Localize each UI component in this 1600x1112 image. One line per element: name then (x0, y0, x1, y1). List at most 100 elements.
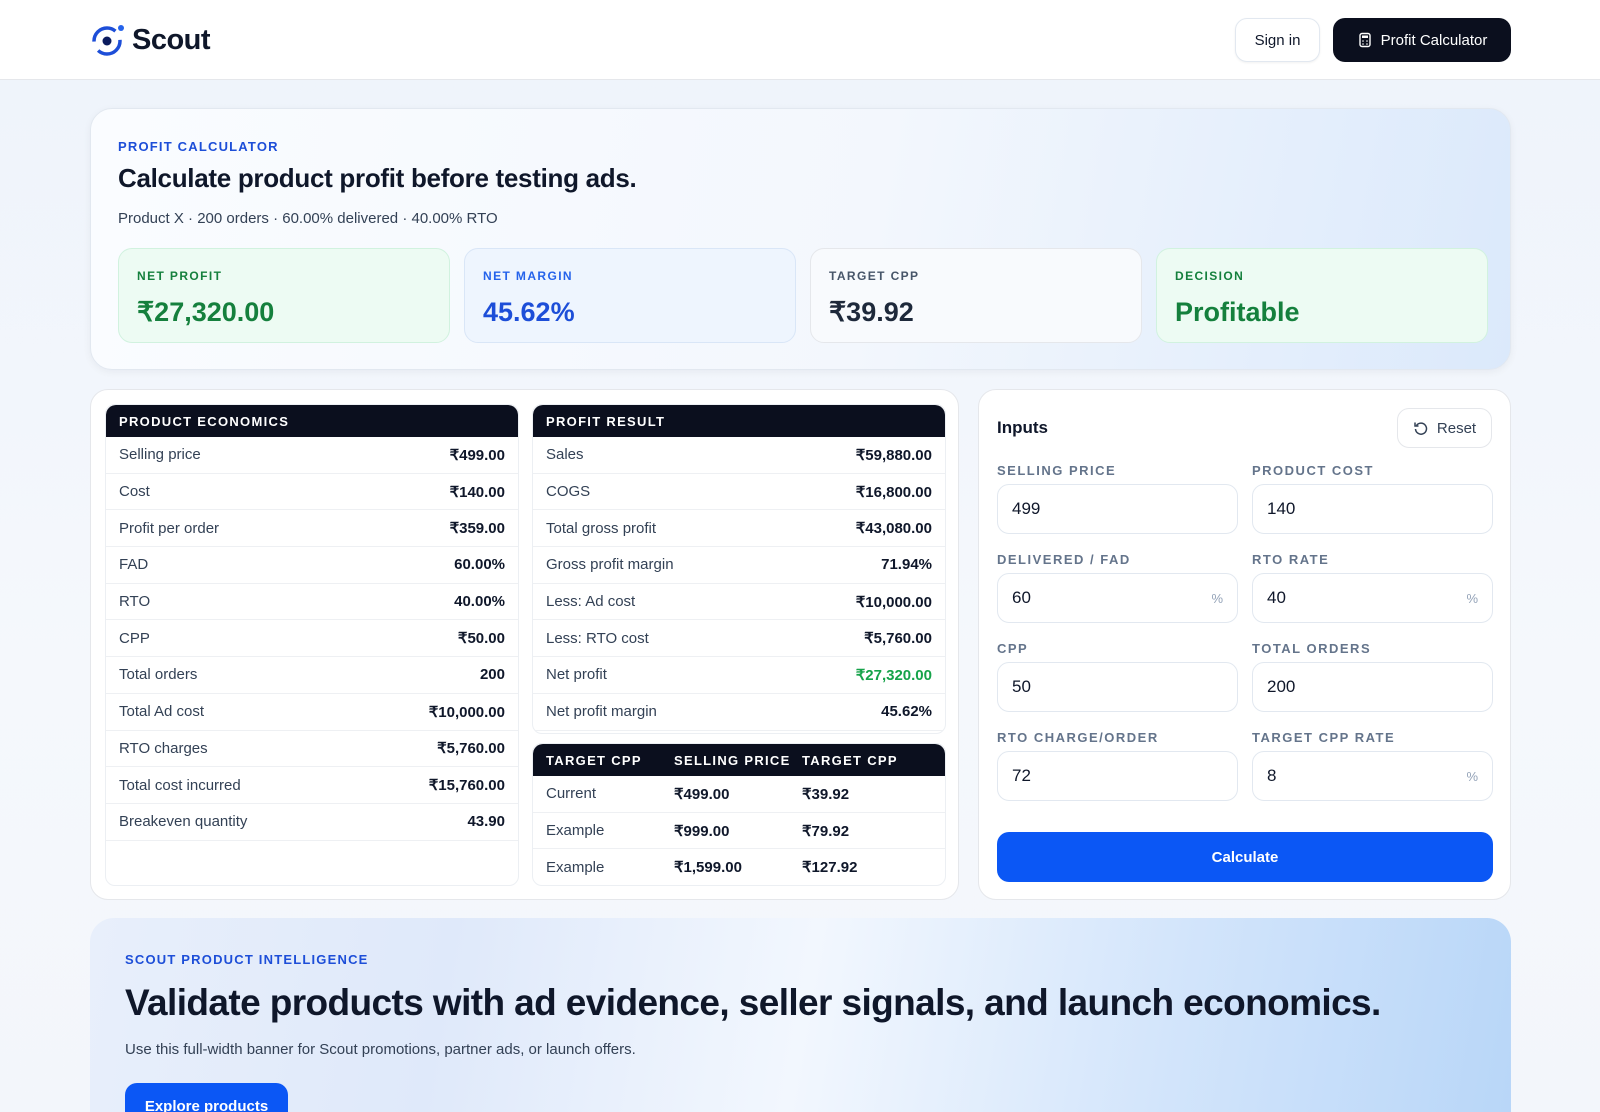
stat-value: ₹27,320.00 (137, 297, 275, 327)
stat-card: TARGET CPP ₹39.92 (810, 248, 1142, 343)
economics-table: PRODUCT ECONOMICS Selling price ₹499.00 Co… (105, 404, 519, 886)
column-header: TARGET CPP (802, 752, 898, 768)
table-row: FAD 60.00% (106, 547, 518, 584)
row-value: ₹359.00 (449, 520, 505, 538)
row-value: 45.62% (881, 703, 932, 721)
row-label: Breakeven quantity (119, 813, 248, 831)
row-label: RTO (119, 593, 151, 611)
row-value: ₹5,760.00 (864, 630, 932, 648)
input-value: 140 (1267, 499, 1296, 518)
text-input[interactable]: 72 (997, 751, 1238, 801)
table-row: Net profit ₹27,320.00 (533, 657, 945, 694)
input-value: 50 (1012, 677, 1031, 696)
hero-eyebrow: PROFIT CALCULATOR (118, 139, 279, 154)
input-unit: % (1466, 768, 1478, 784)
table-header: PRODUCT ECONOMICS (106, 405, 518, 437)
stat-card: NET MARGIN 45.62% (464, 248, 796, 343)
text-input[interactable]: 50 (997, 662, 1238, 712)
row-value: ₹15,760.00 (428, 777, 505, 795)
text-input[interactable]: 499 (997, 484, 1238, 534)
inputs-panel: Inputs Reset SELLING PRICE 499 PRODUCT COS… (978, 389, 1511, 900)
row-label: Profit per order (119, 519, 220, 537)
stat-value: ₹39.92 (829, 297, 914, 327)
table-row: Example ₹999.00 ₹79.92 (533, 813, 945, 850)
text-input[interactable]: 140 (1252, 484, 1493, 534)
cell: Example (546, 822, 605, 840)
cell: Current (546, 785, 597, 803)
row-label: Gross profit margin (546, 556, 674, 574)
input-value: 8 (1267, 766, 1277, 785)
field-label: CPP (997, 641, 1029, 656)
table-row: Less: RTO cost ₹5,760.00 (533, 620, 945, 658)
row-label: Total Ad cost (119, 703, 205, 721)
row-value: ₹5,760.00 (437, 740, 505, 758)
text-input[interactable]: 40% (1252, 573, 1493, 623)
row-value: 71.94% (881, 556, 932, 574)
table-row: CPP ₹50.00 (106, 620, 518, 658)
profit-calculator-button[interactable]: Profit Calculator (1333, 18, 1511, 62)
row-value: 200 (479, 666, 505, 684)
field-label: TOTAL ORDERS (1252, 641, 1372, 656)
field: PRODUCT COST 140 (1252, 460, 1493, 549)
column-header: SELLING PRICE (674, 752, 791, 768)
reset-button[interactable]: Reset (1397, 408, 1492, 448)
cell: ₹79.92 (802, 822, 850, 840)
field-label: RTO CHARGE/ORDER (997, 730, 1159, 745)
row-value: ₹43,080.00 (855, 520, 932, 538)
table-row: Less: Ad cost ₹10,000.00 (533, 584, 945, 621)
calculate-button[interactable]: Calculate (997, 832, 1493, 882)
field-label: SELLING PRICE (997, 463, 1117, 478)
explore-button[interactable]: Explore products (125, 1083, 288, 1112)
row-value: 40.00% (454, 593, 505, 611)
input-value: 40 (1267, 588, 1286, 607)
stat-label: DECISION (1175, 269, 1245, 283)
row-label: Selling price (119, 446, 201, 464)
table-row: Sales ₹59,880.00 (533, 437, 945, 474)
row-value: ₹27,320.00 (855, 666, 932, 684)
field: DELIVERED / FAD 60% (997, 549, 1238, 638)
hero-card: PROFIT CALCULATOR Calculate product prof… (90, 108, 1511, 370)
table-row: RTO charges ₹5,760.00 (106, 731, 518, 768)
inputs-title: Inputs (997, 418, 1048, 437)
text-input[interactable]: 60% (997, 573, 1238, 623)
input-unit: % (1211, 590, 1223, 606)
table-header: TARGET CPP SELLING PRICE TARGET CPP (533, 744, 945, 776)
logo[interactable]: Scout (88, 20, 211, 60)
row-value: ₹10,000.00 (428, 703, 505, 721)
input-value: 499 (1012, 499, 1041, 518)
table-row: Example ₹1,599.00 ₹127.92 (533, 849, 945, 885)
banner-eyebrow: SCOUT PRODUCT INTELLIGENCE (125, 952, 369, 967)
result-table: PROFIT RESULT Sales ₹59,880.00 COGS ₹16,800… (532, 404, 946, 734)
row-label: RTO charges (119, 739, 208, 757)
sign-in-button[interactable]: Sign in (1235, 18, 1320, 62)
reset-label: Reset (1436, 419, 1477, 437)
column-header: TARGET CPP (546, 752, 642, 768)
text-input[interactable]: 8% (1252, 751, 1493, 801)
row-label: Cost (119, 483, 150, 501)
field: TOTAL ORDERS 200 (1252, 638, 1493, 727)
cell: Example (546, 858, 605, 876)
text-input[interactable]: 200 (1252, 662, 1493, 712)
row-value: ₹499.00 (449, 446, 505, 464)
row-value: ₹10,000.00 (855, 593, 932, 611)
table-row: Net profit margin 45.62% (533, 694, 945, 731)
field: TARGET CPP RATE 8% (1252, 727, 1493, 816)
table-row: Current ₹499.00 ₹39.92 (533, 776, 945, 813)
cell: ₹999.00 (674, 822, 730, 840)
row-value: ₹50.00 (457, 630, 505, 648)
field-label: DELIVERED / FAD (997, 552, 1131, 567)
banner-title: Validate products with ad evidence, sell… (125, 982, 1381, 1023)
row-value: ₹140.00 (449, 483, 505, 501)
table-row: Total cost incurred ₹15,760.00 (106, 767, 518, 804)
row-label: Total gross profit (546, 519, 657, 537)
header: Scout Sign in Profit Calculator (0, 0, 1600, 80)
table-row: Cost ₹140.00 (106, 474, 518, 511)
row-label: Net profit margin (546, 703, 657, 721)
row-label: CPP (119, 629, 150, 647)
row-label: Less: Ad cost (546, 593, 636, 611)
table-row: COGS ₹16,800.00 (533, 474, 945, 511)
stat-card: NET PROFIT ₹27,320.00 (118, 248, 450, 343)
stat-card: DECISION Profitable (1156, 248, 1488, 343)
hero-subtitle: Product X · 200 orders · 60.00% delivere… (118, 210, 498, 227)
